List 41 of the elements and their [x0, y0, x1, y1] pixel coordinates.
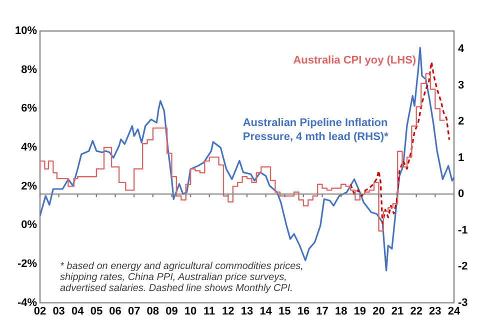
x-tick-label: 06	[109, 305, 122, 318]
x-tick-label: 18	[334, 305, 348, 318]
y-tick-label: 10%	[14, 25, 38, 38]
x-tick-label: 05	[90, 305, 103, 318]
y-tick-label: 2%	[21, 180, 38, 192]
x-tick-label: 07	[128, 305, 140, 318]
y-tick-label: -2%	[17, 258, 38, 270]
x-tick-label: 02	[34, 305, 46, 318]
y2-tick-label: 2	[458, 116, 464, 128]
annotation: * based on energy and agricultural commodities prices, shipping rates, China PPI, Australian price surveys, advertised salaries. Dashed line shows Monthly CPI.	[60, 260, 304, 294]
series-label: Australian Pipeline Inflation Pressure, 4 mth lead (RHS)*	[242, 117, 390, 144]
x-tick-label: 17	[316, 305, 328, 318]
y2-tick-label: 4	[458, 43, 465, 56]
y-tick-label: 6%	[21, 102, 38, 115]
x-tick-label: 15	[278, 305, 291, 318]
x-tick-label: 03	[52, 305, 65, 318]
y2-tick-label: 0	[458, 188, 464, 200]
x-tick-label: 23	[429, 305, 442, 318]
y-tick-label: 8%	[21, 64, 38, 76]
x-tick-label: 10	[184, 305, 197, 318]
x-tick-label: 12	[222, 305, 234, 318]
x-tick-label: 24	[448, 305, 461, 318]
x-tick-label: 21	[391, 305, 404, 318]
x-tick-label: 08	[146, 305, 160, 318]
x-tick-label: 09	[166, 305, 178, 318]
y-tick-label: 4%	[21, 142, 38, 154]
x-tick-label: 19	[354, 305, 366, 318]
y-tick-label: 0%	[21, 219, 38, 232]
x-tick-label: 04	[72, 305, 85, 318]
y2-tick-label: -3	[458, 296, 468, 309]
x-tick-label: 20	[372, 305, 385, 318]
y2-tick-label: 1	[458, 152, 464, 164]
y2-tick-label: -1	[458, 224, 468, 236]
x-tick-label: 16	[297, 305, 310, 318]
x-tick-label: 22	[410, 305, 422, 318]
x-tick-label: 14	[260, 305, 273, 318]
y2-tick-label: 3	[458, 79, 464, 92]
y2-tick-label: -2	[458, 260, 468, 273]
x-tick-label: 11	[204, 305, 216, 318]
series-label: Australia CPI yoy (LHS)	[293, 54, 416, 67]
x-tick-label: 13	[240, 305, 254, 318]
